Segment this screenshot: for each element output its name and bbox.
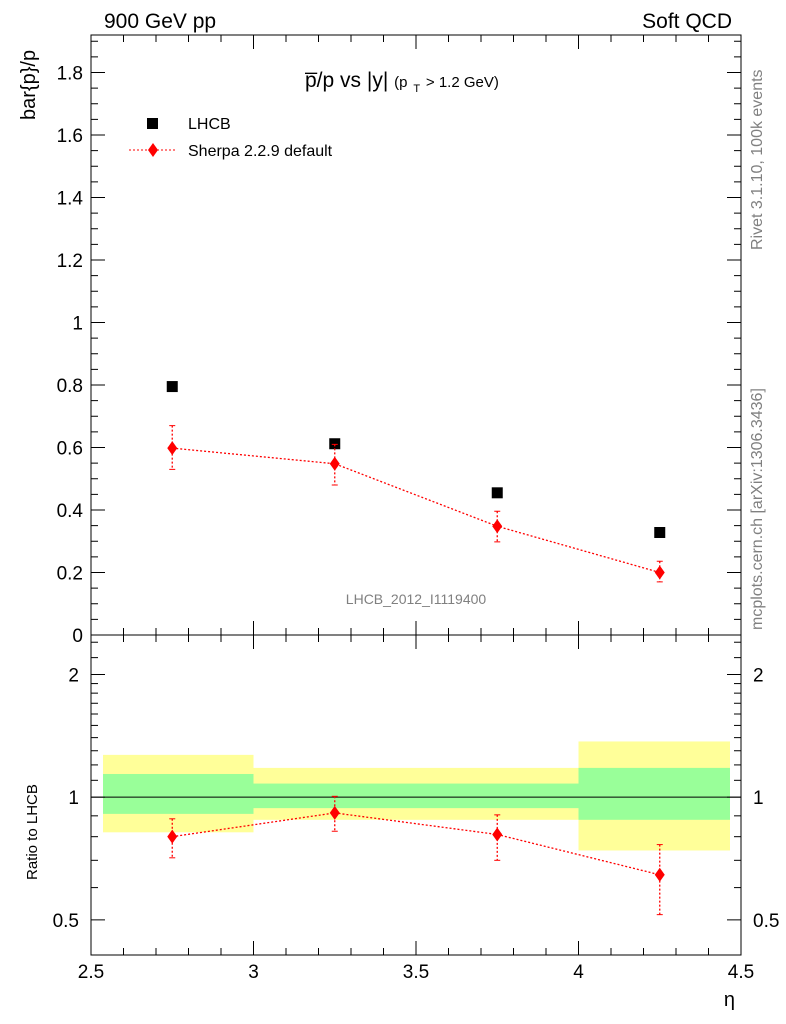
legend: LHCB Sherpa 2.2.9 default (129, 116, 333, 160)
ratio-ytick-label-right: 0.5 (753, 911, 779, 932)
header-right: Soft QCD (642, 10, 732, 33)
ratio-mc-series (167, 795, 665, 916)
main-ytick-label: 1 (72, 314, 83, 335)
plot-title-pt-sub: T (413, 83, 420, 95)
main-ytick-label: 1.4 (57, 189, 84, 210)
ratio-band-inner (578, 767, 730, 820)
main-ylabel: bar{p}/p (18, 50, 40, 120)
xtick-label: 3.5 (403, 962, 429, 983)
ratio-ytick-label-right: 1 (753, 788, 764, 809)
x-ticks: 2.5 3 3.5 4 4.5 (78, 35, 754, 983)
rivet-label: Rivet 3.1.10, 100k events (749, 69, 766, 250)
ratio-bands (103, 741, 730, 851)
ratio-ytick-label-right: 2 (753, 665, 764, 686)
main-y-ticks: 0 0.2 0.4 0.6 0.8 1 1.2 1.4 1.6 1.8 (57, 40, 741, 647)
legend-mc-label: Sherpa 2.2.9 default (188, 143, 333, 160)
main-ytick-label: 0.2 (57, 564, 83, 585)
main-mc-series (167, 425, 665, 583)
data-point (329, 438, 341, 450)
ratio-ytick-label-left: 2 (68, 665, 79, 686)
plot-title: p̅/p vs |y| (p T > 1.2 GeV) (304, 69, 499, 97)
ratio-ytick-label-left: 0.5 (53, 911, 79, 932)
ratio-mc-point (492, 827, 503, 842)
main-ytick-label: 1.6 (57, 126, 83, 147)
xtick-label: 2.5 (78, 962, 104, 983)
x-axis-label: η (724, 989, 735, 1011)
legend-data-label: LHCB (188, 116, 231, 133)
plot-title-pt-prefix: (p (394, 74, 407, 91)
mc-line (172, 447, 660, 574)
data-point (654, 527, 666, 538)
main-ytick-label: 0.6 (57, 439, 83, 460)
xtick-label: 4 (573, 962, 584, 983)
mc-point (329, 456, 340, 471)
mcplots-label: mcplots.cern.ch [arXiv:1306.3436] (749, 388, 766, 630)
ratio-y-ticks: 0.5 0.5 1 1 2 2 (53, 641, 779, 932)
main-ytick-label: 0.8 (57, 376, 83, 397)
ratio-ytick-label-left: 1 (68, 788, 79, 809)
mc-point (167, 441, 178, 456)
legend-mc-marker (148, 143, 158, 157)
data-point (166, 381, 178, 393)
data-point (491, 487, 503, 499)
analysis-watermark: LHCB_2012_I1119400 (346, 591, 487, 607)
xtick-label: 4.5 (728, 962, 754, 983)
main-data-series (166, 381, 666, 538)
ratio-mc-point (329, 805, 340, 820)
ratio-band-inner (253, 783, 579, 809)
plot-title-pt-suffix: > 1.2 GeV) (426, 74, 499, 91)
main-ytick-label: 1.2 (57, 251, 83, 272)
ratio-band-inner (103, 773, 254, 814)
legend-data-marker (147, 118, 158, 129)
main-ytick-label: 1.8 (57, 64, 83, 85)
mc-point (492, 519, 503, 534)
ratio-mc-point (167, 829, 178, 844)
ratio-mc-point (654, 867, 665, 882)
mc-point (654, 565, 665, 580)
main-ytick-label: 0 (72, 626, 83, 647)
xtick-label: 3 (248, 962, 259, 983)
main-ytick-label: 0.4 (57, 501, 84, 522)
ratio-ylabel: Ratio to LHCB (24, 784, 41, 880)
plot-title-main: p̅/p vs |y| (304, 69, 388, 92)
header-left: 900 GeV pp (104, 10, 216, 33)
